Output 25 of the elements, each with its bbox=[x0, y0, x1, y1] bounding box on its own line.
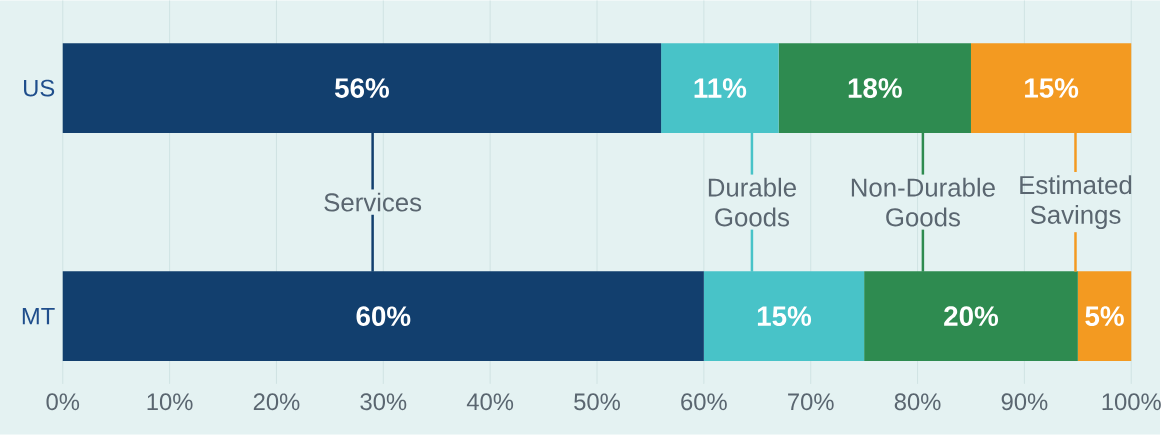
data-label: 20% bbox=[944, 306, 999, 327]
y-tick-label: US bbox=[24, 79, 55, 97]
x-tick-label: 0% bbox=[46, 393, 80, 411]
x-tick-label: 40% bbox=[466, 393, 514, 411]
legend-label: Non-Durable Goods bbox=[851, 177, 995, 227]
legend-label: Estimated Savings bbox=[1020, 175, 1132, 230]
data-label: 60% bbox=[356, 306, 411, 327]
legend-label: Services bbox=[324, 192, 422, 212]
data-label: 5% bbox=[1085, 306, 1124, 327]
x-tick-label: 90% bbox=[1001, 393, 1048, 411]
data-label: 56% bbox=[334, 78, 389, 99]
x-tick-label: 60% bbox=[681, 393, 727, 411]
x-tick-label: 100% bbox=[1102, 393, 1161, 411]
x-tick-label: 70% bbox=[788, 393, 834, 411]
data-label: 11% bbox=[694, 78, 747, 99]
data-label: 15% bbox=[1025, 78, 1079, 99]
x-tick-label: 20% bbox=[253, 393, 300, 411]
data-label: 15% bbox=[757, 306, 812, 327]
x-tick-label: 80% bbox=[894, 393, 941, 411]
y-tick-label: MT bbox=[22, 308, 55, 325]
legend-label: Durable Goods bbox=[708, 177, 796, 227]
data-label: 18% bbox=[848, 78, 902, 99]
x-tick-label: 50% bbox=[574, 393, 620, 411]
x-tick-label: 30% bbox=[360, 393, 407, 411]
x-tick-label: 10% bbox=[147, 393, 193, 411]
